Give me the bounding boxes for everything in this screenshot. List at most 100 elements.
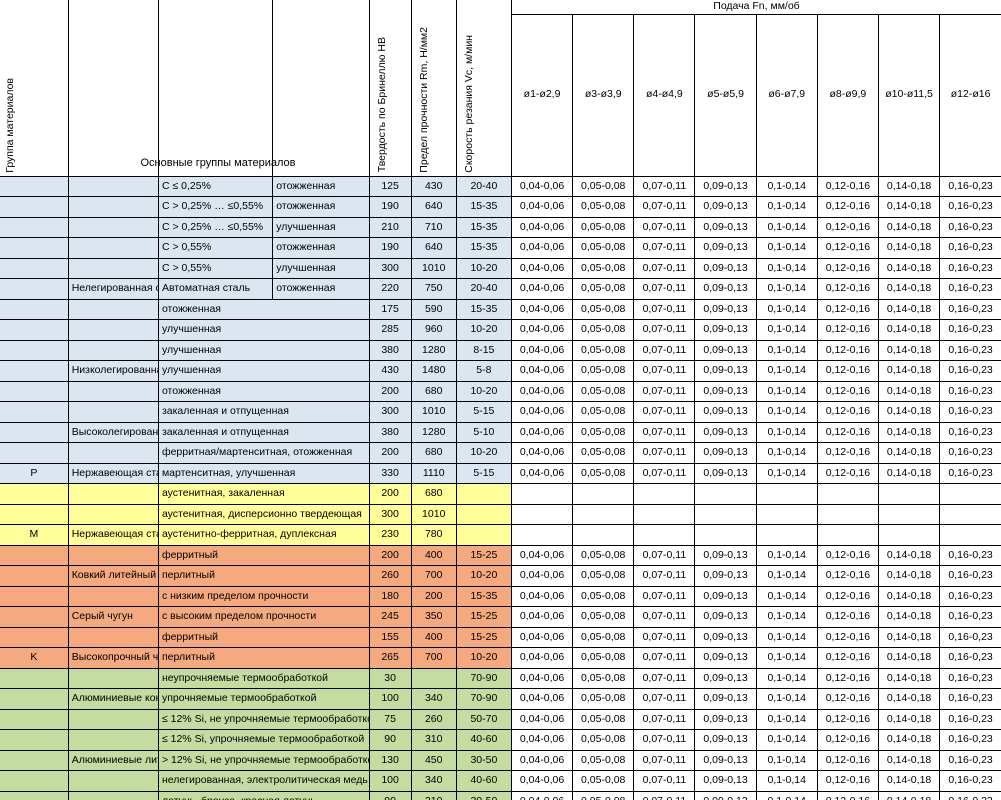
cell-feed-8[interactable]: 0,16-0,23 — [939, 319, 1001, 341]
cell-hardness-hb[interactable]: 200 — [368, 442, 412, 464]
cell-material-group[interactable] — [0, 606, 69, 628]
cell-material-group[interactable] — [0, 749, 69, 771]
cell-feed-2[interactable] — [572, 524, 635, 546]
cell-material-group[interactable] — [0, 339, 69, 361]
cell-feed-2[interactable]: 0,05-0,08 — [572, 278, 635, 300]
table-row[interactable]: улучшенная 285 960 10-20 0,04-0,06 0,05-0,08 0… — [0, 319, 1001, 341]
cell-material-description[interactable]: упрочняемые термообработкой — [157, 688, 370, 710]
cell-feed-4[interactable]: 0,09-0,13 — [694, 606, 757, 628]
cell-material-description[interactable]: перлитный — [157, 565, 370, 587]
cell-strength-rm[interactable]: 1110 — [410, 462, 457, 484]
cell-hardness-hb[interactable]: 200 — [368, 544, 412, 566]
cell-feed-7[interactable]: 0,14-0,18 — [877, 339, 941, 361]
cell-material-description[interactable]: перлитный — [157, 647, 370, 669]
cell-feed-2[interactable]: 0,05-0,08 — [572, 790, 635, 800]
cell-feed-1[interactable]: 0,04-0,06 — [510, 729, 574, 751]
table-row[interactable]: латунь, бронза, красная латунь9031030-50… — [0, 790, 1001, 800]
cell-feed-2[interactable]: 0,05-0,08 — [572, 462, 635, 484]
cell-feed-3[interactable]: 0,07-0,11 — [633, 257, 696, 279]
cell-cutting-speed[interactable]: 70-90 — [455, 688, 512, 710]
cell-feed-6[interactable]: 0,12-0,16 — [816, 175, 879, 197]
cell-feed-1[interactable]: 0,04-0,06 — [510, 421, 574, 443]
cell-material-family[interactable]: Высокопрочный чугун — [67, 647, 159, 669]
cell-material-description[interactable]: неупрочняемые термообработкой — [157, 667, 370, 689]
cell-material-group[interactable] — [0, 626, 69, 648]
cell-cutting-speed[interactable]: 30-50 — [455, 749, 512, 771]
cell-feed-1[interactable]: 0,04-0,06 — [510, 216, 574, 238]
cell-hardness-hb[interactable]: 30 — [368, 667, 412, 689]
cell-hardness-hb[interactable]: 220 — [368, 278, 412, 300]
cell-feed-8[interactable]: 0,16-0,23 — [939, 462, 1001, 484]
cell-cutting-speed[interactable]: 15-25 — [455, 606, 512, 628]
cell-strength-rm[interactable]: 1010 — [410, 257, 457, 279]
cell-feed-6[interactable] — [816, 503, 879, 525]
cell-feed-3[interactable]: 0,07-0,11 — [633, 175, 696, 197]
cell-material-family[interactable]: Нелегированная сталь — [67, 278, 159, 300]
cell-feed-4[interactable] — [694, 483, 757, 505]
cell-feed-3[interactable]: 0,07-0,11 — [633, 647, 696, 669]
cell-feed-2[interactable]: 0,05-0,08 — [572, 175, 635, 197]
cell-feed-3[interactable]: 0,07-0,11 — [633, 339, 696, 361]
cell-cutting-speed[interactable]: 5-15 — [455, 462, 512, 484]
cell-feed-6[interactable]: 0,12-0,16 — [816, 667, 879, 689]
cell-feed-6[interactable]: 0,12-0,16 — [816, 196, 879, 218]
cell-strength-rm[interactable]: 590 — [410, 298, 457, 320]
cell-feed-8[interactable] — [939, 503, 1001, 525]
cell-material-group[interactable] — [0, 442, 69, 464]
cell-feed-1[interactable]: 0,04-0,06 — [510, 749, 574, 771]
table-row[interactable]: улучшенная 380 1280 8-15 0,04-0,06 0,05-0,08 0… — [0, 339, 1001, 361]
cell-material-description[interactable]: аустенитная, закаленная — [157, 483, 370, 505]
cell-material-family[interactable] — [67, 237, 159, 259]
cell-material-group[interactable] — [0, 790, 69, 800]
cell-feed-8[interactable]: 0,16-0,23 — [939, 175, 1001, 197]
cell-material-description[interactable]: латунь, бронза, красная латунь — [157, 790, 370, 800]
cell-feed-4[interactable]: 0,09-0,13 — [694, 257, 757, 279]
cell-strength-rm[interactable]: 1010 — [410, 503, 457, 525]
cell-material-group[interactable] — [0, 196, 69, 218]
cell-feed-5[interactable]: 0,1-0,14 — [755, 380, 818, 402]
cell-material-group[interactable] — [0, 401, 69, 423]
cell-feed-2[interactable] — [572, 503, 635, 525]
cell-material-group[interactable] — [0, 175, 69, 197]
cell-strength-rm[interactable]: 200 — [410, 585, 457, 607]
cell-feed-5[interactable] — [755, 524, 818, 546]
cell-feed-6[interactable]: 0,12-0,16 — [816, 298, 879, 320]
cell-feed-4[interactable]: 0,09-0,13 — [694, 749, 757, 771]
table-row[interactable]: ферритный 155 400 15-25 0,04-0,06 0,05-0,08 0,… — [0, 626, 1001, 648]
cell-material-group[interactable] — [0, 380, 69, 402]
cell-feed-3[interactable]: 0,07-0,11 — [633, 708, 696, 730]
cell-material-group[interactable] — [0, 667, 69, 689]
cell-feed-1[interactable]: 0,04-0,06 — [510, 360, 574, 382]
cell-feed-7[interactable]: 0,14-0,18 — [877, 606, 941, 628]
cell-cutting-speed[interactable]: 10-20 — [455, 319, 512, 341]
cell-cutting-speed[interactable]: 5-15 — [455, 401, 512, 423]
cell-strength-rm[interactable]: 780 — [410, 524, 457, 546]
cell-feed-4[interactable]: 0,09-0,13 — [694, 216, 757, 238]
cell-feed-1[interactable]: 0,04-0,06 — [510, 790, 574, 800]
cell-material-group[interactable] — [0, 257, 69, 279]
cell-strength-rm[interactable]: 430 — [410, 175, 457, 197]
cell-feed-2[interactable]: 0,05-0,08 — [572, 647, 635, 669]
cell-material-description[interactable]: C ≤ 0,25% — [157, 175, 274, 197]
cell-feed-6[interactable]: 0,12-0,16 — [816, 708, 879, 730]
cell-feed-5[interactable]: 0,1-0,14 — [755, 565, 818, 587]
cell-material-group[interactable] — [0, 483, 69, 505]
cell-feed-1[interactable]: 0,04-0,06 — [510, 626, 574, 648]
cell-cutting-speed[interactable]: 8-15 — [455, 339, 512, 361]
cell-strength-rm[interactable]: 680 — [410, 380, 457, 402]
cell-feed-1[interactable]: 0,04-0,06 — [510, 606, 574, 628]
cell-feed-8[interactable]: 0,16-0,23 — [939, 380, 1001, 402]
cell-material-family[interactable]: Алюминиевые конструкционные — [67, 688, 159, 710]
cell-cutting-speed[interactable]: 40-60 — [455, 770, 512, 792]
cell-material-family[interactable] — [67, 626, 159, 648]
cell-cutting-speed[interactable]: 10-20 — [455, 442, 512, 464]
cell-feed-8[interactable]: 0,16-0,23 — [939, 770, 1001, 792]
cell-feed-4[interactable]: 0,09-0,13 — [694, 339, 757, 361]
cell-material-family[interactable] — [67, 339, 159, 361]
cell-feed-2[interactable]: 0,05-0,08 — [572, 421, 635, 443]
cell-feed-1[interactable]: 0,04-0,06 — [510, 175, 574, 197]
cell-material-group[interactable] — [0, 421, 69, 443]
cell-feed-1[interactable]: 0,04-0,06 — [510, 319, 574, 341]
cell-feed-5[interactable]: 0,1-0,14 — [755, 749, 818, 771]
cell-feed-2[interactable]: 0,05-0,08 — [572, 544, 635, 566]
